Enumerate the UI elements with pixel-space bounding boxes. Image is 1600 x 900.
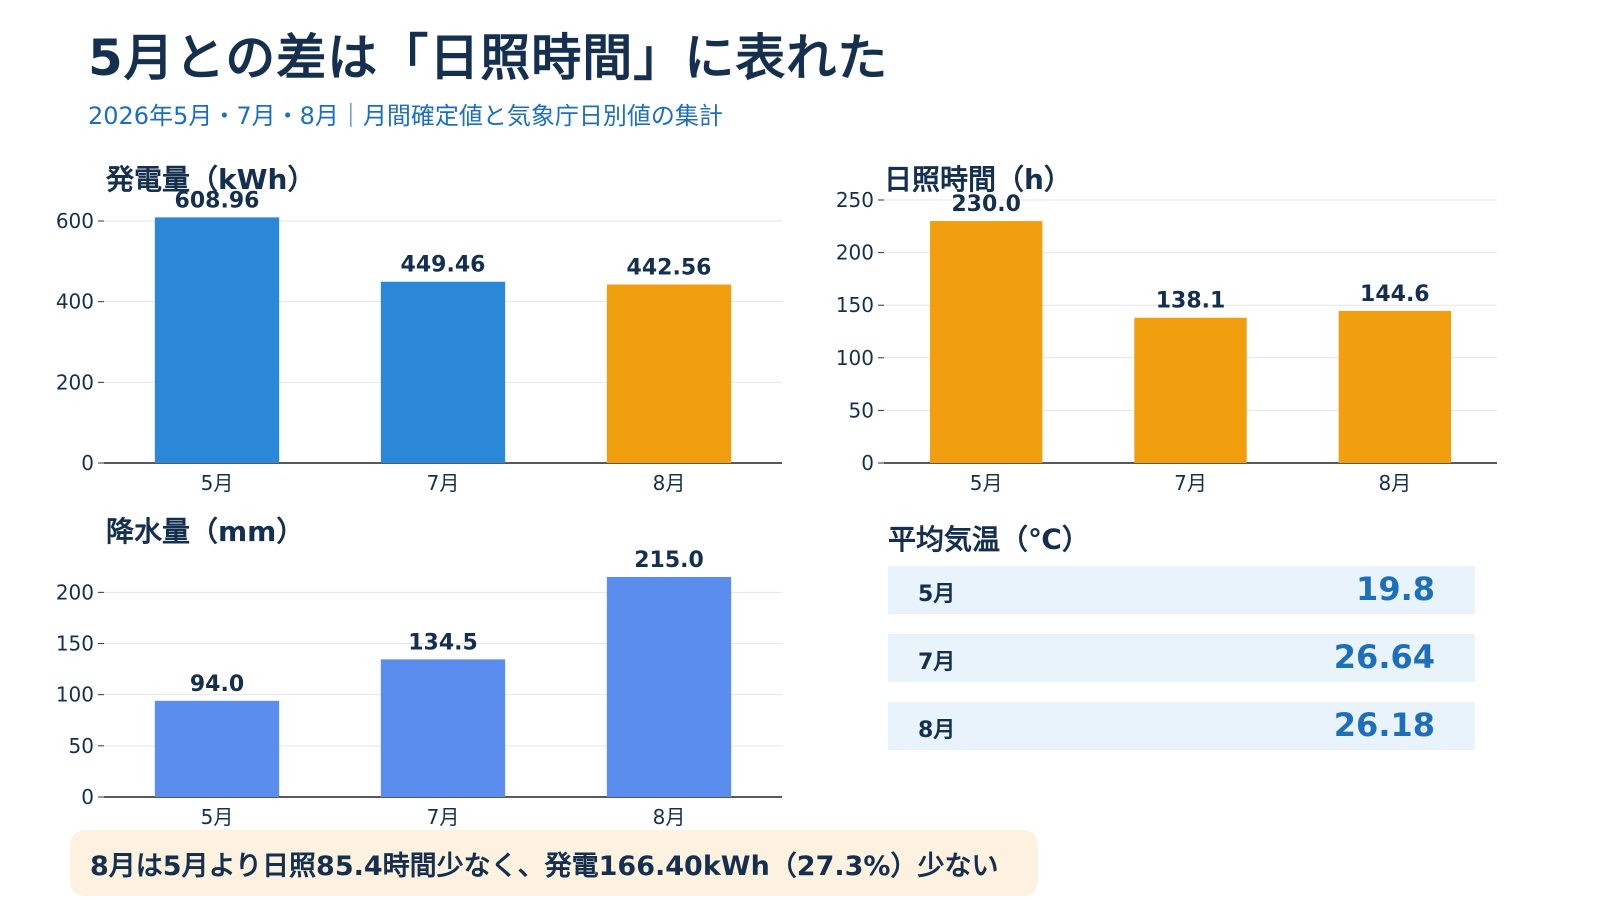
x-tick-label: 8月 (1378, 471, 1411, 495)
summary-callout: 8月は5月より日照85.4時間少なく、発電166.40kWh（27.3%）少ない (70, 830, 1038, 896)
y-tick-label: 600 (56, 209, 94, 233)
bar-value-label: 608.96 (175, 188, 260, 213)
y-tick-label: 0 (81, 785, 94, 809)
y-tick-label: 100 (836, 346, 874, 370)
bar (1134, 317, 1247, 463)
bar-value-label: 230.0 (951, 192, 1021, 217)
x-tick-label: 5月 (970, 471, 1003, 495)
page-subtitle: 2026年5月・7月・8月｜月間確定値と気象庁日別値の集計 (88, 102, 723, 130)
sunshine-chart-title: 日照時間（h） (884, 163, 1072, 196)
bar-value-label: 449.46 (401, 253, 486, 278)
x-tick-label: 8月 (653, 805, 686, 829)
bar-value-label: 94.0 (190, 672, 244, 697)
bar-value-label: 138.1 (1156, 289, 1226, 314)
x-tick-label: 5月 (201, 471, 234, 495)
bar-value-label: 215.0 (634, 548, 704, 573)
y-tick-label: 200 (56, 370, 94, 394)
temperature-value: 26.64 (1333, 638, 1435, 676)
page-title: 5月との差は「日照時間」に表れた (88, 29, 889, 87)
y-tick-label: 50 (849, 398, 874, 422)
y-tick-label: 250 (836, 188, 874, 212)
bar (1338, 310, 1452, 463)
bar-value-label: 442.56 (627, 256, 712, 281)
y-tick-label: 100 (56, 683, 94, 707)
y-tick-label: 400 (56, 290, 94, 314)
y-tick-label: 0 (81, 451, 94, 475)
rain-bar-chart: 0 50 100 150 200 94.0 5月 134.5 7月 215.0 8月 (56, 548, 782, 829)
bar (929, 221, 1043, 463)
temperature-value: 19.8 (1356, 570, 1435, 608)
temperature-month: 8月 (918, 718, 956, 743)
y-tick-label: 200 (56, 580, 94, 604)
power-chart-title: 発電量（kWh） (106, 163, 316, 196)
summary-text: 8月は5月より日照85.4時間少なく、発電166.40kWh（27.3%）少ない (90, 851, 999, 882)
x-tick-label: 7月 (427, 805, 460, 829)
bar (154, 700, 280, 797)
temperature-row: 5月 19.8 (888, 566, 1475, 614)
x-tick-label: 7月 (1174, 471, 1207, 495)
x-tick-label: 7月 (427, 471, 460, 495)
temperature-value: 26.18 (1333, 706, 1435, 744)
y-tick-label: 150 (56, 632, 94, 656)
temperature-row: 7月 26.64 (888, 634, 1475, 682)
bar-value-label: 134.5 (408, 630, 478, 655)
temperature-panel-title: 平均気温（℃） (888, 523, 1090, 556)
sunshine-bar-chart: 0 50 100 150 200 250 230.0 5月 138.1 7月 144.6 8月 (836, 188, 1497, 495)
x-tick-label: 5月 (201, 805, 234, 829)
bar (606, 284, 732, 463)
y-tick-label: 50 (69, 734, 94, 758)
y-tick-label: 0 (861, 451, 874, 475)
bar-value-label: 144.6 (1360, 282, 1430, 307)
power-bar-chart: 0 200 400 600 608.96 5月 449.46 7月 442.56 8月 (56, 188, 782, 495)
x-tick-label: 8月 (653, 471, 686, 495)
y-tick-label: 150 (836, 293, 874, 317)
bar (380, 659, 506, 797)
bar (380, 281, 506, 463)
bar (606, 577, 732, 797)
temperature-month: 5月 (918, 582, 956, 607)
y-tick-label: 200 (836, 241, 874, 265)
rain-chart-title: 降水量（mm） (106, 515, 305, 548)
bar (154, 217, 280, 463)
temperature-row: 8月 26.18 (888, 702, 1475, 750)
temperature-month: 7月 (918, 650, 956, 675)
